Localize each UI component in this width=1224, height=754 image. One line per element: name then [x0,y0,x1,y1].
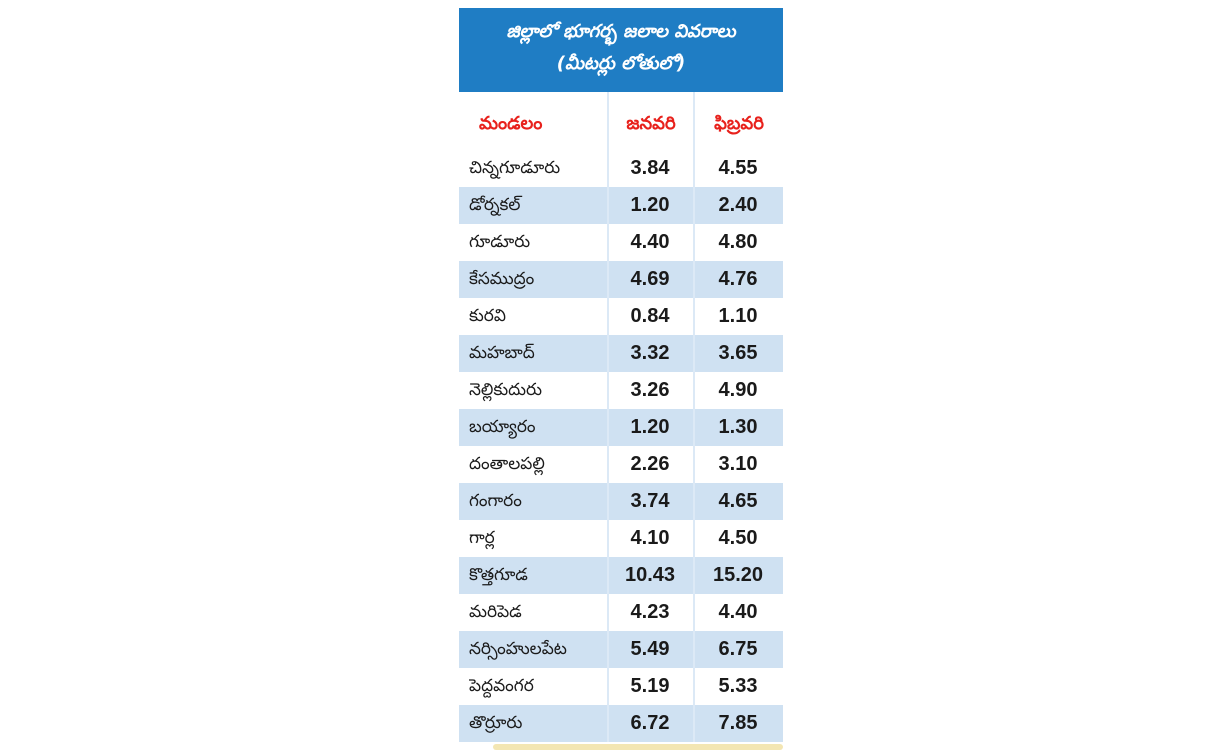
footer-strip [493,744,783,750]
cell-mandal: మరిపెడ [469,602,522,622]
table-row: కొత్తగూడ 10.43 15.20 [459,557,783,594]
cell-february: 6.75 [718,638,758,660]
column-divider [693,92,695,742]
header-mandal: మండలం [479,113,543,134]
cell-february: 1.10 [718,305,758,327]
table-row: కురవి 0.84 1.10 [459,298,783,335]
cell-february: 2.40 [718,194,758,216]
column-divider [607,92,609,742]
cell-february: 7.85 [718,712,758,734]
table-row: డోర్నకల్ 1.20 2.40 [459,187,783,224]
cell-february: 15.20 [712,564,764,586]
cell-february: 4.65 [718,490,758,512]
cell-february: 3.65 [718,342,758,364]
cell-january: 4.69 [630,268,670,290]
table-row: మహబాద్ 3.32 3.65 [459,335,783,372]
table-header: మండలం జనవరి ఫిబ్రవరి [459,92,783,150]
table-body: చిన్నగూడూరు 3.84 4.55 డోర్నకల్ 1.20 2.40 గూడూర… [459,150,783,742]
cell-mandal: నర్సింహులపేట [469,639,567,659]
cell-mandal: పెద్దవంగర [469,676,534,696]
cell-mandal: గంగారం [469,491,522,511]
cell-january: 1.20 [630,194,670,216]
cell-mandal: గూడూరు [469,232,531,252]
cell-january: 1.20 [630,416,670,438]
table-row: గార్ల 4.10 4.50 [459,520,783,557]
cell-january: 3.74 [630,490,670,512]
table-row: పెద్దవంగర 5.19 5.33 [459,668,783,705]
header-february: ఫిబ్రవరి [714,113,764,134]
table-subtitle: (మీటర్లు లోతులో) [556,53,686,74]
groundwater-table-card: జిల్లాలో భూగర్భ జలాల వివరాలు (మీటర్లు లో… [459,8,783,754]
table-row: గూడూరు 4.40 4.80 [459,224,783,261]
cell-january: 3.84 [630,157,670,179]
table-row: తొర్రూరు 6.72 7.85 [459,705,783,742]
cell-january: 4.23 [630,601,670,623]
cell-mandal: నెల్లికుదురు [469,380,542,400]
cell-mandal: బయ్యారం [469,417,536,437]
cell-mandal: డోర్నకల్ [469,195,521,215]
table-row: నర్సింహులపేట 5.49 6.75 [459,631,783,668]
cell-january: 6.72 [630,712,670,734]
data-table: మండలం జనవరి ఫిబ్రవరి చిన్నగూడూరు 3.84 4.55… [459,92,783,742]
cell-mandal: తొర్రూరు [469,713,523,733]
cell-january: 4.10 [630,527,670,549]
cell-february: 4.50 [718,527,758,549]
cell-mandal: గార్ల [469,528,495,548]
table-row: బయ్యారం 1.20 1.30 [459,409,783,446]
cell-mandal: కొత్తగూడ [469,565,528,585]
cell-mandal: దంతాలపల్లి [469,454,545,474]
cell-january: 3.32 [630,342,670,364]
cell-february: 4.40 [718,601,758,623]
cell-february: 3.10 [718,453,758,475]
table-row: కేసముద్రం 4.69 4.76 [459,261,783,298]
table-row: మరిపెడ 4.23 4.40 [459,594,783,631]
cell-mandal: కురవి [469,306,506,326]
cell-february: 5.33 [718,675,758,697]
table-row: దంతాలపల్లి 2.26 3.10 [459,446,783,483]
cell-february: 4.80 [718,231,758,253]
cell-january: 3.26 [630,379,670,401]
title-banner: జిల్లాలో భూగర్భ జలాల వివరాలు (మీటర్లు లో… [459,8,783,92]
cell-january: 5.19 [630,675,670,697]
cell-mandal: కేసముద్రం [469,269,535,289]
header-january: జనవరి [626,113,676,134]
cell-january: 4.40 [630,231,670,253]
cell-january: 0.84 [630,305,670,327]
table-row: చిన్నగూడూరు 3.84 4.55 [459,150,783,187]
cell-february: 1.30 [718,416,758,438]
cell-january: 10.43 [624,564,676,586]
cell-january: 5.49 [630,638,670,660]
table-row: గంగారం 3.74 4.65 [459,483,783,520]
cell-mandal: మహబాద్ [469,343,535,363]
cell-february: 4.55 [718,157,758,179]
cell-mandal: చిన్నగూడూరు [469,158,561,178]
cell-february: 4.90 [718,379,758,401]
cell-january: 2.26 [630,453,670,475]
table-row: నెల్లికుదురు 3.26 4.90 [459,372,783,409]
table-title: జిల్లాలో భూగర్భ జలాల వివరాలు [506,21,736,42]
cell-february: 4.76 [718,268,758,290]
